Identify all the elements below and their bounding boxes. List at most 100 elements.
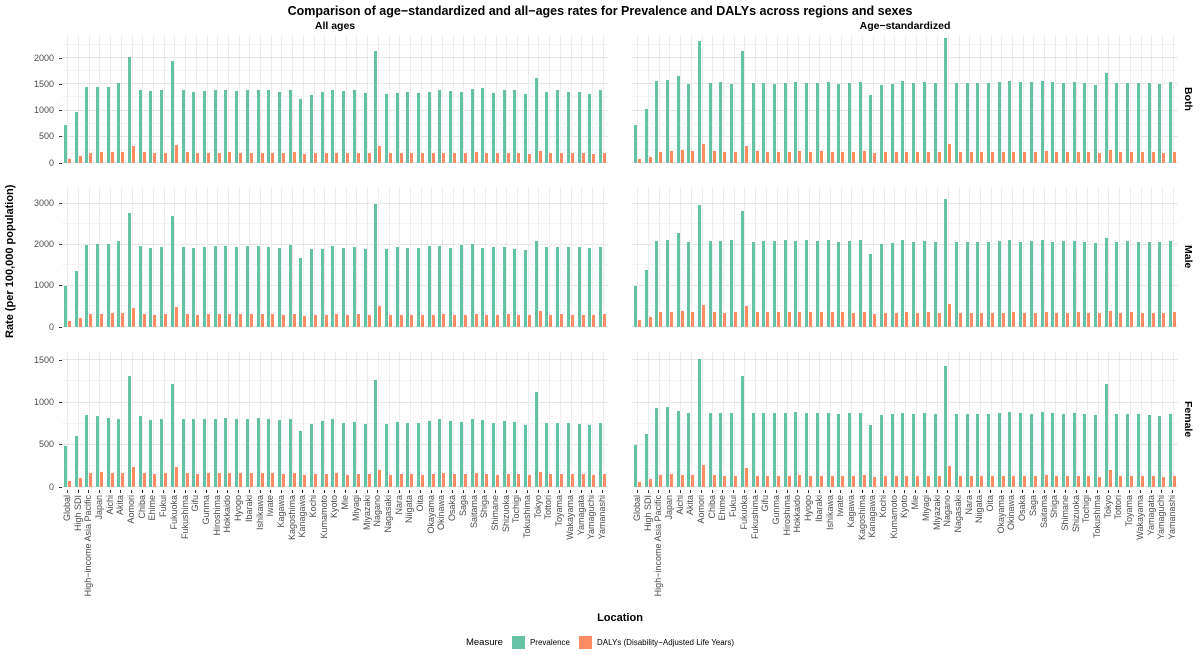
bar-prevalence	[310, 94, 314, 163]
gridline-vertical	[110, 187, 112, 327]
bar-group-okayama	[426, 187, 437, 327]
bar-dalys	[916, 476, 920, 487]
x-tick-label: Osaka	[1017, 495, 1028, 522]
bar-dalys	[669, 474, 673, 487]
x-tick-mark	[808, 490, 810, 493]
gridline-vertical	[110, 351, 112, 487]
gridline-vertical	[78, 35, 80, 163]
bar-prevalence	[491, 422, 495, 487]
gridline-vertical	[1119, 35, 1121, 163]
x-tick-label: Kochi	[308, 495, 319, 518]
x-tick-mark	[722, 490, 724, 493]
bar-group-kyoto	[900, 351, 911, 487]
bar-group-tokushima	[522, 351, 533, 487]
gridline-vertical	[484, 351, 486, 487]
gridline-vertical	[142, 351, 144, 487]
gridline-vertical	[648, 35, 650, 163]
bar-group-miyagi	[351, 351, 362, 487]
gridline-vertical	[894, 351, 896, 487]
x-tick-cell: Shiga	[1049, 490, 1060, 608]
bar-dalys	[884, 312, 888, 327]
bar-dalys	[260, 152, 264, 163]
gridline-vertical	[238, 351, 240, 487]
bar-dalys	[1162, 476, 1166, 487]
gridline-vertical	[915, 187, 917, 327]
bar-prevalence	[556, 422, 560, 487]
bar-dalys	[819, 312, 823, 327]
gridline-vertical	[335, 187, 336, 327]
bar-prevalence	[267, 90, 271, 163]
x-tick-label: Kanagawa	[297, 495, 308, 538]
bar-prevalence	[138, 245, 142, 327]
bar-prevalence	[1029, 413, 1033, 487]
bar-dalys	[603, 152, 606, 163]
gridline-major	[632, 109, 1178, 111]
x-tick-cell: Yamaguchi	[586, 490, 597, 608]
gridline-vertical	[281, 35, 283, 163]
bar-dalys	[346, 153, 350, 163]
bar-prevalence	[149, 420, 153, 487]
bar-group-tottori	[1114, 187, 1125, 327]
x-tick-label: Global	[631, 495, 642, 522]
gridline-vertical	[399, 35, 401, 163]
gridline-vertical	[926, 351, 928, 487]
gridline-vertical	[388, 35, 390, 163]
x-tick-mark	[1054, 490, 1056, 493]
bar-dalys	[723, 312, 727, 327]
bar-dalys	[884, 476, 888, 487]
bar-group-nagasaki	[383, 187, 394, 327]
gridline-vertical	[1129, 351, 1131, 487]
bar-dalys	[680, 311, 684, 327]
gridline-vertical	[249, 351, 251, 487]
x-tick-cell: Gifu	[190, 490, 201, 608]
gridline-vertical	[1044, 35, 1046, 163]
bar-group-wakayama	[565, 35, 576, 163]
gridline-vertical	[388, 187, 390, 327]
bar-dalys	[680, 474, 684, 487]
y-tick-mark	[59, 83, 62, 85]
bar-dalys	[474, 152, 478, 163]
bar-dalys	[78, 155, 82, 163]
x-tick-mark	[936, 490, 938, 493]
bar-dalys	[1151, 312, 1155, 327]
x-tick-label: Fukushima	[179, 495, 190, 540]
bar-group-okinawa	[1007, 351, 1018, 487]
bar-dalys	[249, 152, 253, 163]
gridline-vertical	[174, 35, 176, 163]
bar-prevalence	[1083, 242, 1087, 327]
bar-group-saga	[458, 35, 469, 163]
gridline-vertical	[937, 187, 939, 327]
bar-group-saitama	[1039, 351, 1050, 487]
x-tick-cell: Hyogo	[803, 490, 814, 608]
bar-prevalence	[224, 245, 228, 327]
bar-group-tokyo	[533, 351, 544, 487]
facet-row-strip-female: Female	[1182, 400, 1194, 438]
bar-group-wakayama	[565, 187, 576, 327]
bar-group-saga	[1028, 35, 1039, 163]
bar-group-ehime	[148, 35, 159, 163]
x-tick-cell: Ehime	[717, 490, 729, 608]
x-tick-label: Nagasaki	[382, 495, 393, 533]
bar-group-miyazaki	[362, 35, 373, 163]
bar-prevalence	[85, 245, 89, 327]
bar-dalys	[506, 152, 510, 163]
bar-prevalence	[374, 379, 378, 487]
bar-dalys	[196, 152, 200, 163]
x-tick-mark	[668, 490, 670, 493]
bar-group-saitama	[1039, 187, 1050, 327]
gridline-vertical	[506, 35, 508, 163]
x-tick-cell: Fukui	[158, 490, 169, 608]
bar-prevalence	[395, 422, 399, 487]
x-tick-label: Tottori	[1113, 495, 1124, 520]
bar-dalys	[873, 153, 877, 163]
x-tick-label: Kagawa	[275, 495, 286, 528]
bar-group-nagasaki	[953, 351, 964, 487]
bar-dalys	[1001, 476, 1005, 487]
gridline-vertical	[1108, 351, 1110, 487]
bar-prevalence	[224, 417, 228, 487]
x-tick-cell: Japan	[664, 490, 675, 608]
bar-dalys	[549, 474, 553, 487]
bar-group-saitama	[469, 35, 480, 163]
gridline-vertical	[527, 351, 529, 487]
bar-dalys	[755, 151, 759, 163]
